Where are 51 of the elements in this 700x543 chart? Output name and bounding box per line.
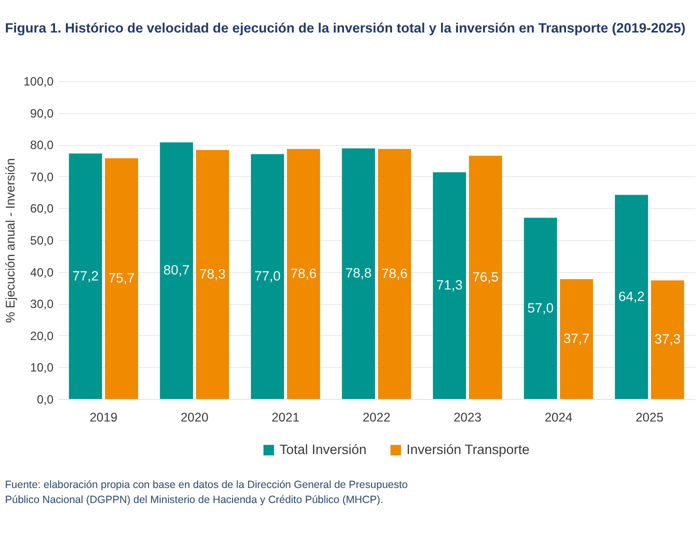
data-label: 75,7 bbox=[108, 270, 135, 286]
bar bbox=[196, 150, 230, 399]
y-tick-label: 80,0 bbox=[30, 138, 54, 152]
data-label: 37,7 bbox=[563, 331, 590, 346]
data-label: 78,6 bbox=[290, 266, 317, 282]
bar bbox=[432, 172, 466, 399]
data-label: 37,3 bbox=[654, 332, 681, 347]
legend-label: Inversión Transporte bbox=[406, 442, 530, 458]
data-label: 71,3 bbox=[436, 278, 463, 293]
chart-title: Figura 1. Histórico de velocidad de ejecución de la inversión total y la inversión en Transporte (2019-2025) bbox=[5, 20, 686, 36]
y-tick-label: 70,0 bbox=[30, 170, 54, 184]
bar bbox=[104, 158, 138, 399]
y-tick-label: 30,0 bbox=[30, 297, 54, 312]
y-tick-label: 90,0 bbox=[30, 106, 54, 120]
bar bbox=[342, 148, 376, 399]
y-tick-label: 20,0 bbox=[30, 328, 54, 343]
x-tick-label: 2020 bbox=[180, 410, 208, 424]
data-label: 78,8 bbox=[345, 266, 372, 281]
x-tick-label: 2024 bbox=[544, 410, 572, 424]
y-tick-label: 50,0 bbox=[30, 234, 54, 248]
data-label: 78,3 bbox=[199, 266, 226, 282]
bar bbox=[250, 154, 284, 399]
x-tick-label: 2025 bbox=[636, 410, 664, 424]
bar bbox=[378, 149, 412, 399]
bar bbox=[286, 149, 320, 399]
legend-label: Total Inversión bbox=[280, 442, 367, 458]
data-label: 76,5 bbox=[472, 269, 499, 284]
x-tick-label: 2023 bbox=[454, 410, 482, 424]
bar bbox=[614, 194, 648, 399]
data-label: 64,2 bbox=[618, 288, 645, 304]
bar bbox=[68, 154, 102, 399]
x-tick-label: 2021 bbox=[272, 410, 300, 424]
bar bbox=[524, 218, 558, 399]
y-tick-label: 10,0 bbox=[30, 360, 54, 375]
data-label: 77,0 bbox=[254, 268, 281, 284]
bar bbox=[160, 142, 194, 399]
y-tick-label: 40,0 bbox=[30, 265, 54, 280]
bar bbox=[468, 156, 502, 399]
data-label: 57,0 bbox=[527, 300, 554, 316]
data-label: 80,7 bbox=[163, 262, 190, 278]
y-tick-label: 60,0 bbox=[30, 202, 54, 216]
y-tick-label: 0,0 bbox=[36, 392, 54, 406]
bar bbox=[560, 279, 594, 399]
bar bbox=[650, 280, 684, 399]
x-tick-label: 2022 bbox=[362, 410, 390, 424]
source-note: Fuente: elaboración propia con base en datos de la Dirección General de Presupuesto Público Nacional (DGPPN) del Ministerio de Hacienda y Crédito Público (MHCP). bbox=[5, 479, 408, 506]
y-axis-title: % Ejecución anual - Inversión bbox=[3, 158, 18, 323]
x-tick-label: 2019 bbox=[90, 410, 118, 424]
y-tick-label: 100,0 bbox=[23, 74, 54, 88]
data-label: 77,2 bbox=[72, 268, 99, 284]
data-label: 78,6 bbox=[381, 266, 408, 282]
